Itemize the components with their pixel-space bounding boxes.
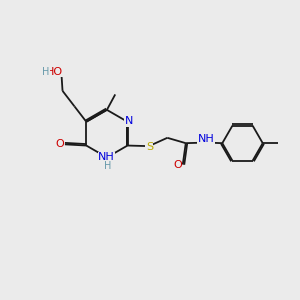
Text: H: H bbox=[103, 161, 111, 171]
Text: O: O bbox=[55, 139, 64, 149]
Text: S: S bbox=[146, 142, 153, 152]
Text: NH: NH bbox=[98, 152, 115, 162]
Text: NH: NH bbox=[198, 134, 214, 144]
Text: O: O bbox=[173, 160, 182, 170]
Text: N: N bbox=[124, 116, 133, 126]
Text: H: H bbox=[42, 67, 50, 77]
Text: HO: HO bbox=[46, 67, 63, 77]
